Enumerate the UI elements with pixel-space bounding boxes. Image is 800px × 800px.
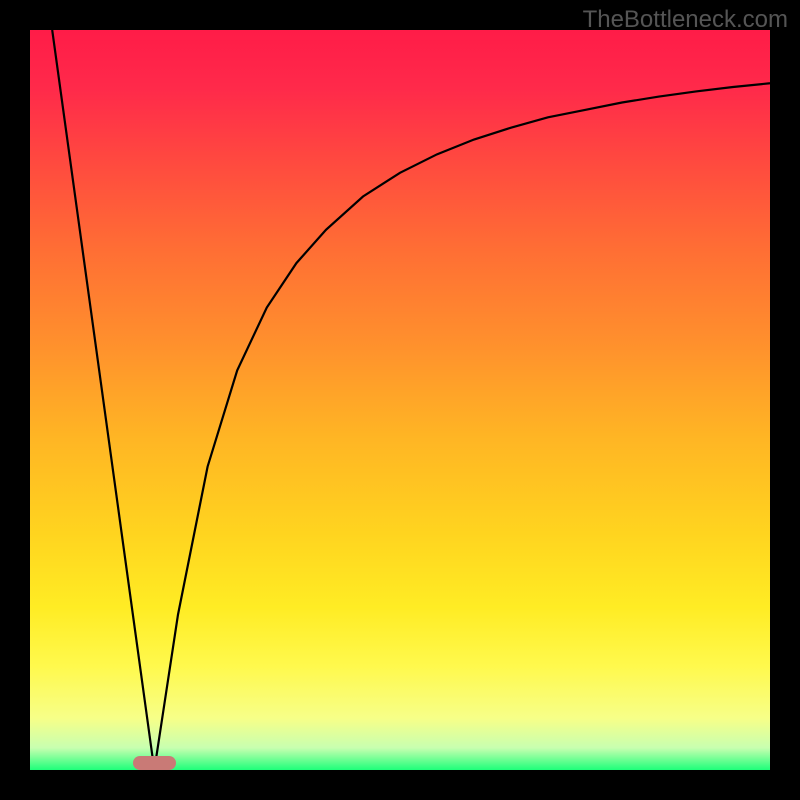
chart-curves-svg <box>30 30 770 770</box>
chart-plot-area <box>30 30 770 770</box>
chart-curve-left <box>52 30 154 770</box>
watermark-text: TheBottleneck.com <box>583 6 788 34</box>
chart-minimum-marker <box>133 756 176 770</box>
chart-curve-right <box>154 83 770 770</box>
